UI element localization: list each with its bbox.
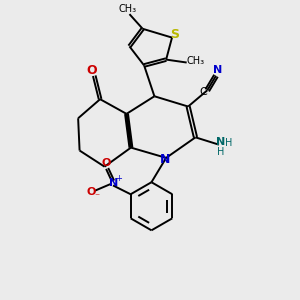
Text: O: O bbox=[87, 187, 96, 197]
Text: +: + bbox=[116, 175, 122, 184]
Text: O: O bbox=[86, 64, 97, 77]
Text: N: N bbox=[213, 65, 222, 75]
Text: N: N bbox=[216, 137, 225, 147]
Text: H: H bbox=[217, 147, 224, 157]
Text: ⁻: ⁻ bbox=[94, 192, 100, 202]
Text: CH₃: CH₃ bbox=[118, 4, 136, 14]
Text: H: H bbox=[225, 138, 232, 148]
Text: N: N bbox=[109, 178, 118, 188]
Text: CH₃: CH₃ bbox=[186, 56, 205, 66]
Text: O: O bbox=[101, 158, 110, 168]
Text: N: N bbox=[160, 153, 171, 166]
Text: C: C bbox=[200, 87, 208, 97]
Text: S: S bbox=[170, 28, 179, 40]
